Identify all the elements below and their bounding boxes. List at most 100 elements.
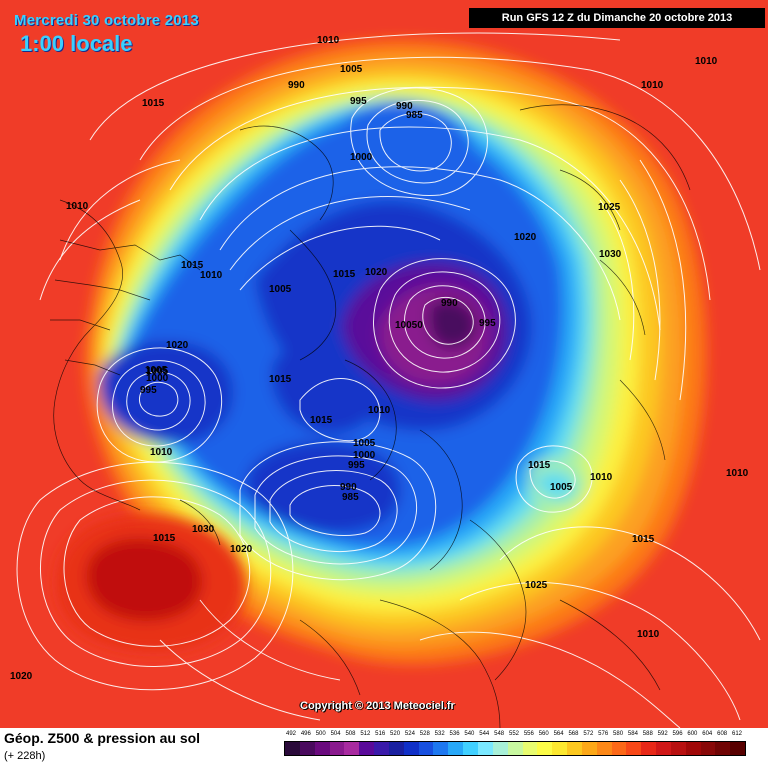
legend-tick: 504: [330, 731, 341, 737]
legend-tick: 564: [553, 731, 564, 737]
pressure-label: 1005: [550, 482, 573, 493]
legend-tick: 520: [390, 731, 401, 737]
legend-tick: 540: [464, 731, 475, 737]
legend-tick-labels: 492 496 500 504 508 512 516 520 524 528 532 536 540 5…: [284, 731, 744, 741]
pressure-label: 1000: [350, 152, 373, 163]
pressure-label: 1005: [269, 284, 292, 295]
legend-tick: 580: [613, 731, 624, 737]
forecast-lead-time: (+ 228h): [4, 750, 46, 762]
legend-swatch: [477, 742, 493, 755]
pressure-label: 1010: [695, 56, 718, 67]
pressure-label: 995: [140, 385, 157, 396]
legend-tick: 556: [523, 731, 534, 737]
pressure-label: 1010: [200, 270, 223, 281]
legend-tick: 508: [345, 731, 356, 737]
pressure-label: 1020: [514, 232, 537, 243]
legend-tick: 500: [315, 731, 326, 737]
color-scale: [284, 741, 746, 756]
legend-swatch: [299, 742, 315, 755]
legend-tick: 516: [375, 731, 386, 737]
pressure-label: 1015: [632, 534, 655, 545]
legend-swatch: [537, 742, 553, 755]
legend-tick: 576: [598, 731, 609, 737]
pressure-label: 1025: [525, 580, 548, 591]
legend-tick: 568: [568, 731, 579, 737]
legend-swatch: [596, 742, 612, 755]
pressure-label: 985: [342, 492, 359, 503]
legend-swatch: [670, 742, 686, 755]
pressure-label: 1030: [599, 249, 622, 260]
legend-swatch: [685, 742, 701, 755]
legend-swatch: [611, 742, 627, 755]
model-run-banner: Run GFS 12 Z du Dimanche 20 octobre 2013: [469, 8, 765, 28]
legend-swatch: [433, 742, 449, 755]
legend-swatch: [730, 742, 746, 755]
pressure-label: 1015: [181, 260, 204, 271]
pressure-label: 1020: [10, 671, 33, 682]
forecast-local-time: 1:00 locale: [20, 31, 133, 56]
legend-swatch: [403, 742, 419, 755]
legend-tick: 512: [360, 731, 371, 737]
legend-swatch: [522, 742, 538, 755]
legend-swatch: [656, 742, 671, 755]
legend-tick: 532: [434, 731, 445, 737]
legend-tick: 544: [479, 731, 490, 737]
legend-swatch: [492, 742, 508, 755]
pressure-label: 1010: [641, 80, 664, 91]
legend-swatch: [552, 742, 568, 755]
legend-swatch: [715, 742, 731, 755]
legend-tick: 552: [508, 731, 519, 737]
pressure-label: 1005: [146, 366, 169, 377]
pressure-label: 1000: [146, 373, 169, 384]
pressure-label: 1020: [230, 544, 253, 555]
legend-swatch: [388, 742, 404, 755]
pressure-label: 1030: [192, 524, 215, 535]
pressure-label: 1010: [317, 35, 340, 46]
legend-tick: 604: [702, 731, 713, 737]
legend-swatch: [641, 742, 657, 755]
pressure-label: 985: [406, 110, 423, 121]
pressure-label: 1025: [598, 202, 621, 213]
pressure-label: 990: [441, 298, 458, 309]
pressure-label: 1020: [166, 340, 189, 351]
legend-swatch: [285, 742, 300, 755]
legend-tick: 536: [449, 731, 460, 737]
legend-swatch: [314, 742, 330, 755]
legend-swatch: [418, 742, 434, 755]
legend-tick: 528: [419, 731, 430, 737]
legend-swatch: [700, 742, 716, 755]
legend-tick: 496: [300, 731, 311, 737]
legend-swatch: [581, 742, 597, 755]
legend-tick: 572: [583, 731, 594, 737]
pressure-label: 995: [350, 96, 367, 107]
forecast-date: Mercredi 30 octobre 2013: [14, 12, 199, 29]
legend-tick: 588: [642, 731, 653, 737]
legend-tick: 524: [404, 731, 415, 737]
coastlines: [50, 104, 691, 728]
pressure-label: 1005: [353, 438, 376, 449]
pressure-label: 1015: [269, 374, 292, 385]
pressure-label: 1005: [145, 365, 168, 376]
pressure-label: 1020: [365, 267, 388, 278]
pressure-label: 1010: [637, 629, 660, 640]
legend-tick: 492: [285, 731, 296, 737]
legend-tick: 560: [538, 731, 549, 737]
legend-tick: 592: [657, 731, 668, 737]
legend-tick: 596: [672, 731, 683, 737]
legend-swatch: [626, 742, 642, 755]
legend-swatch: [463, 742, 478, 755]
pressure-label: 1010: [368, 405, 391, 416]
legend-tick: 608: [717, 731, 728, 737]
pressure-label: 1000: [353, 450, 376, 461]
legend-swatch: [344, 742, 360, 755]
pressure-label: 1015: [310, 415, 333, 426]
pressure-label: 995: [348, 460, 365, 471]
pressure-label: 1005: [340, 64, 363, 75]
pressure-label: 1015: [333, 269, 356, 280]
legend-swatch: [374, 742, 389, 755]
legend-tick: 548: [494, 731, 505, 737]
pressure-label: 1010: [590, 472, 613, 483]
